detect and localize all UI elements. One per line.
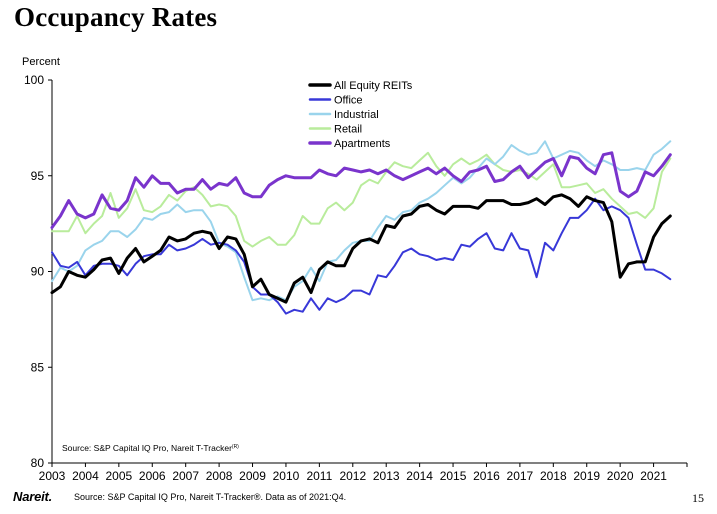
x-tick-label: 2013 [373,469,400,483]
x-tick-label: 2008 [206,469,233,483]
x-tick-label: 2010 [273,469,300,483]
legend-label-all-equity-reits: All Equity REITs [334,80,413,92]
x-tick-label: 2012 [339,469,366,483]
footer-source: Source: S&P Capital IQ Pro, Nareit T-Tra… [74,492,347,502]
slide-title: Occupancy Rates [14,2,218,32]
series-line-apartments [50,151,672,229]
x-tick-label: 2006 [139,469,166,483]
series-line-all-equity-reits [50,193,672,304]
y-tick-label: 85 [31,360,45,374]
x-tick-label: 2019 [573,469,600,483]
chart-source-note-superscript: (R) [232,444,239,450]
series-line-office [51,197,672,315]
chart-source-note-text: Source: S&P Capital IQ Pro, Nareit T-Tra… [62,443,232,453]
x-tick-label: 2005 [105,469,132,483]
x-tick-label: 2021 [640,469,667,483]
legend-label-office: Office [334,95,363,107]
y-tick-label: 100 [24,73,44,87]
x-tick-label: 2007 [172,469,199,483]
legend-label-retail: Retail [334,124,362,136]
y-tick-label: 80 [31,456,45,470]
x-tick-label: 2014 [406,469,433,483]
x-tick-label: 2004 [72,469,99,483]
chart-source-note: Source: S&P Capital IQ Pro, Nareit T-Tra… [62,443,239,453]
x-tick-label: 2003 [39,469,66,483]
x-tick-label: 2020 [607,469,634,483]
legend-label-industrial: Industrial [334,109,379,121]
x-tick-label: 2011 [306,469,332,483]
x-tick-label: 2015 [440,469,467,483]
chart-legend: All Equity REITs Office Industrial Retail Ap… [308,80,413,150]
series-line-retail [51,151,672,248]
x-tick-label: 2016 [473,469,500,483]
nareit-logo: Nareit. [13,489,53,504]
x-tick-label: 2009 [239,469,266,483]
chart-series-lines [50,140,672,315]
legend-label-apartments: Apartments [334,138,391,150]
y-axis-label: Percent [22,56,60,68]
series-line-industrial [51,140,672,302]
chart-axes: 80 85 90 95 100 2003 2004 2005 2006 2007 2008 2009 2… [24,73,688,483]
x-tick-label: 2017 [507,469,534,483]
page-number: 15 [692,491,704,505]
y-tick-label: 90 [31,265,45,279]
x-tick-label: 2018 [540,469,567,483]
y-tick-label: 95 [31,169,45,183]
